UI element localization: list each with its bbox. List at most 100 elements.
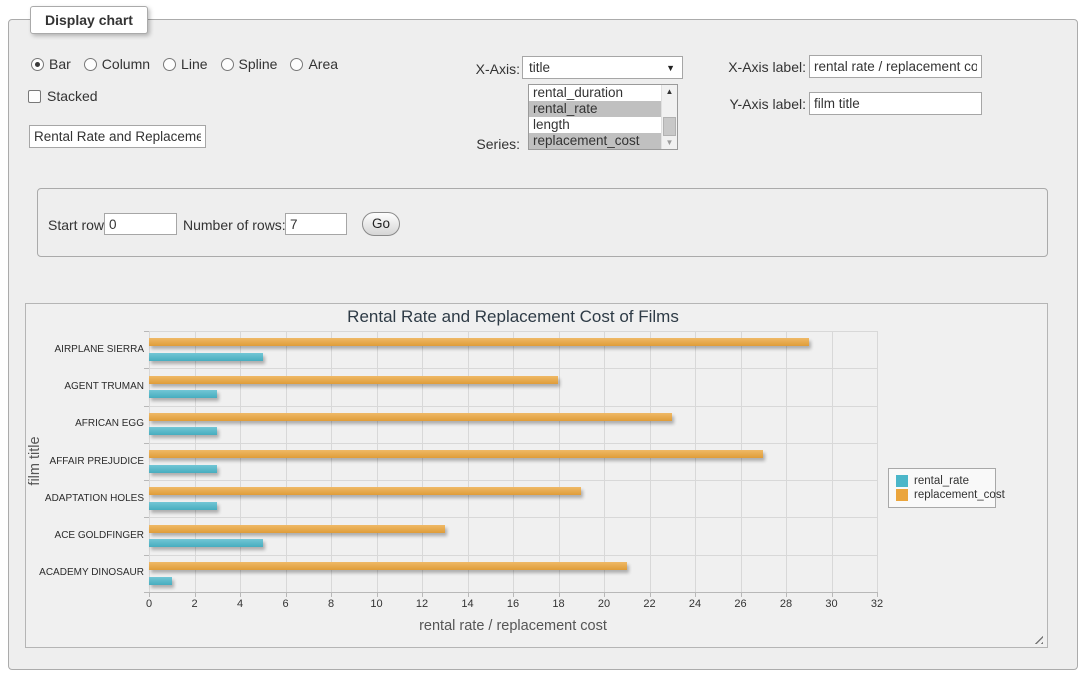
- stacked-checkbox[interactable]: [28, 90, 41, 103]
- x-tick-label: 28: [771, 598, 801, 610]
- gridline: [331, 331, 332, 592]
- radio-option-spline[interactable]: Spline: [221, 56, 278, 72]
- category-label: AIRPLANE SIERRA: [26, 344, 144, 355]
- radio-column[interactable]: [84, 58, 97, 71]
- y-tick: [144, 406, 149, 407]
- start-row-label: Start row:: [48, 217, 108, 233]
- radio-option-area[interactable]: Area: [290, 56, 338, 72]
- x-tick-label: 24: [680, 598, 710, 610]
- legend-swatch-rental-rate: [896, 475, 908, 487]
- radio-label-bar: Bar: [49, 56, 71, 72]
- x-tick-label: 12: [407, 598, 437, 610]
- x-tick-label: 20: [589, 598, 619, 610]
- y-tick: [144, 368, 149, 369]
- stacked-option[interactable]: Stacked: [28, 88, 98, 104]
- x-axis-select-label: X-Axis:: [430, 61, 520, 77]
- radio-option-column[interactable]: Column: [84, 56, 150, 72]
- option-replacement-cost[interactable]: replacement_cost: [529, 133, 677, 149]
- page: Display chart Bar Column Line Spline Area St…: [0, 0, 1081, 681]
- gridline: [149, 480, 877, 481]
- scroll-down-icon[interactable]: ▼: [662, 136, 677, 149]
- series-scrollbar[interactable]: ▲ ▼: [661, 85, 677, 149]
- category-label: AFFAIR PREJUDICE: [26, 456, 144, 467]
- radio-bar[interactable]: [31, 58, 44, 71]
- bar-rental-rate-ace-goldfinger[interactable]: [149, 539, 263, 547]
- legend-item-rental-rate[interactable]: rental_rate: [896, 475, 988, 487]
- x-tick-label: 10: [362, 598, 392, 610]
- y-tick: [144, 480, 149, 481]
- bar-replacement-cost-agent-truman[interactable]: [149, 376, 558, 384]
- bar-rental-rate-agent-truman[interactable]: [149, 390, 217, 398]
- x-axis-select[interactable]: title ▼: [522, 56, 683, 79]
- scrollbar-thumb[interactable]: [663, 117, 676, 136]
- go-button[interactable]: Go: [362, 212, 400, 236]
- series-select-label: Series:: [430, 136, 520, 152]
- x-axis-label-label: X-Axis label:: [690, 59, 806, 75]
- gridline: [286, 331, 287, 592]
- bar-rental-rate-african-egg[interactable]: [149, 427, 217, 435]
- chart-legend: rental_rate replacement_cost: [888, 468, 996, 508]
- chart-container: Rental Rate and Replacement Cost of Film…: [25, 303, 1048, 648]
- y-axis-label-input[interactable]: [809, 92, 982, 115]
- radio-spline[interactable]: [221, 58, 234, 71]
- x-tick-label: 4: [225, 598, 255, 610]
- gridline: [149, 406, 877, 407]
- series-listbox[interactable]: rental_durationrental_ratelengthreplacem…: [528, 84, 678, 150]
- radio-label-line: Line: [181, 56, 207, 72]
- series-options: rental_durationrental_ratelengthreplacem…: [529, 85, 677, 149]
- bar-replacement-cost-academy-dinosaur[interactable]: [149, 562, 627, 570]
- radio-option-line[interactable]: Line: [163, 56, 207, 72]
- legend-label-rental-rate: rental_rate: [914, 475, 969, 487]
- radio-line[interactable]: [163, 58, 176, 71]
- y-tick: [144, 555, 149, 556]
- chart-x-axis-title: rental rate / replacement cost: [149, 618, 877, 634]
- bar-rental-rate-academy-dinosaur[interactable]: [149, 577, 172, 585]
- gridline: [149, 368, 877, 369]
- bar-replacement-cost-airplane-sierra[interactable]: [149, 338, 809, 346]
- gridline: [786, 331, 787, 592]
- start-row-input[interactable]: [104, 213, 177, 235]
- x-tick-label: 30: [817, 598, 847, 610]
- radio-label-area: Area: [308, 56, 338, 72]
- bar-replacement-cost-ace-goldfinger[interactable]: [149, 525, 445, 533]
- y-tick: [144, 331, 149, 332]
- scroll-up-icon[interactable]: ▲: [662, 85, 677, 98]
- gridline: [650, 331, 651, 592]
- number-of-rows-input[interactable]: [285, 213, 347, 235]
- x-tick-label: 8: [316, 598, 346, 610]
- gridline: [604, 331, 605, 592]
- bar-rental-rate-airplane-sierra[interactable]: [149, 353, 263, 361]
- category-label: AGENT TRUMAN: [26, 381, 144, 392]
- category-label: ACADEMY DINOSAUR: [26, 567, 144, 578]
- x-tick-label: 0: [134, 598, 164, 610]
- x-axis-label-input[interactable]: [809, 55, 982, 78]
- radio-area[interactable]: [290, 58, 303, 71]
- option-length[interactable]: length: [529, 117, 677, 133]
- gridline: [377, 331, 378, 592]
- y-axis-label-label: Y-Axis label:: [690, 96, 806, 112]
- chart-type-radio-group: Bar Column Line Spline Area: [31, 56, 351, 72]
- bar-rental-rate-adaptation-holes[interactable]: [149, 502, 217, 510]
- gridline: [832, 331, 833, 592]
- bar-replacement-cost-affair-prejudice[interactable]: [149, 450, 763, 458]
- option-rental-rate[interactable]: rental_rate: [529, 101, 677, 117]
- radio-option-bar[interactable]: Bar: [31, 56, 71, 72]
- legend-item-replacement-cost[interactable]: replacement_cost: [896, 489, 988, 501]
- gridline: [240, 331, 241, 592]
- x-tick-label: 18: [544, 598, 574, 610]
- bar-replacement-cost-adaptation-holes[interactable]: [149, 487, 581, 495]
- x-tick-label: 6: [271, 598, 301, 610]
- option-rental-duration[interactable]: rental_duration: [529, 85, 677, 101]
- bar-rental-rate-affair-prejudice[interactable]: [149, 465, 217, 473]
- legend-label-replacement-cost: replacement_cost: [914, 489, 1005, 501]
- x-tick-label: 26: [726, 598, 756, 610]
- gridline: [559, 331, 560, 592]
- resize-handle-icon[interactable]: [1032, 633, 1043, 644]
- panel-title: Display chart: [30, 6, 148, 34]
- x-axis-line: [149, 592, 878, 593]
- bar-replacement-cost-african-egg[interactable]: [149, 413, 672, 421]
- y-tick: [144, 517, 149, 518]
- chart-title-input[interactable]: [29, 125, 206, 148]
- gridline: [149, 555, 877, 556]
- gridline: [513, 331, 514, 592]
